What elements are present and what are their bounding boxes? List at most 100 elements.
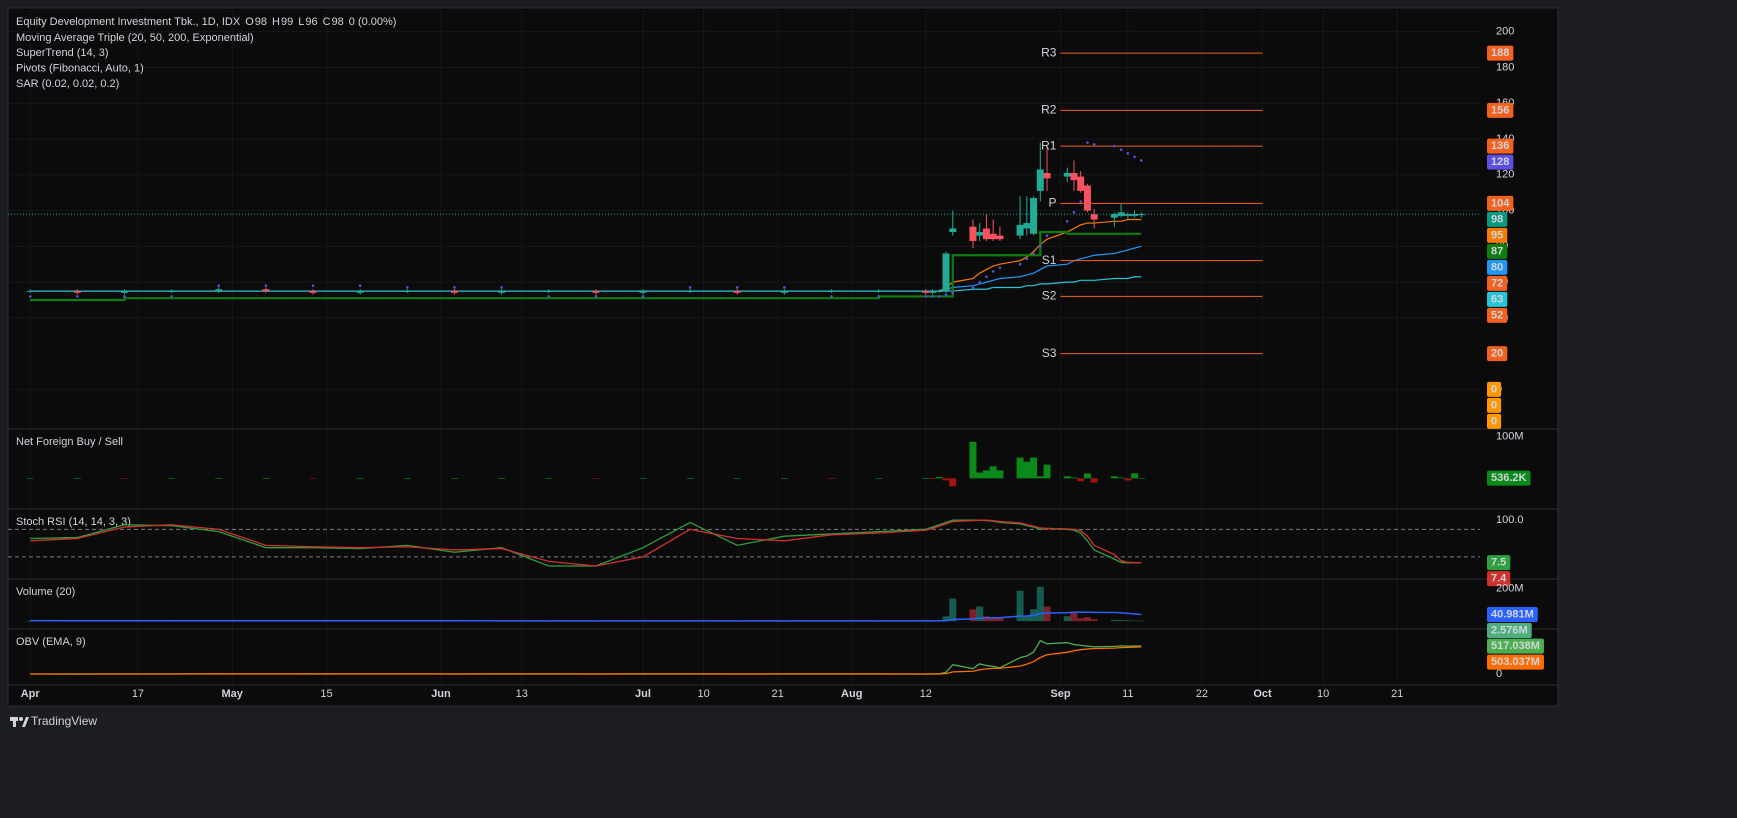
bar: [922, 478, 930, 479]
pivot-label: S2: [1042, 289, 1057, 303]
sar-dot: [951, 291, 955, 295]
pivot-label: R2: [1041, 103, 1057, 117]
candle-body: [215, 289, 223, 292]
x-tick-label: 13: [516, 688, 528, 700]
sar-dot: [877, 295, 880, 298]
x-tick-label: 10: [697, 688, 709, 700]
candle-body: [309, 291, 317, 293]
candle-body: [639, 291, 647, 293]
pane-title: Stoch RSI (14, 14, 3, 3): [16, 516, 131, 528]
price-badge: 72: [1487, 275, 1508, 291]
ohlc-text: O: [245, 16, 254, 28]
bar: [1110, 619, 1118, 622]
pivot-label: R1: [1041, 138, 1057, 152]
price-badge-bg: [1487, 381, 1502, 397]
sar-dot: [123, 295, 126, 298]
bar: [1077, 618, 1085, 622]
price-badge: 20: [1487, 346, 1508, 362]
sar-dot: [783, 286, 786, 289]
sar-dot: [406, 286, 409, 289]
sar-dot: [1045, 234, 1049, 237]
candle-body: [996, 235, 1004, 240]
bar: [1023, 616, 1031, 622]
bar: [976, 606, 984, 622]
sar-dot: [924, 295, 928, 298]
ohlc-text: 98: [332, 16, 344, 28]
candle-body: [949, 228, 957, 233]
bar: [1036, 586, 1044, 622]
bar: [1117, 620, 1125, 622]
price-badge-label: 40.981M: [1491, 608, 1534, 620]
price-badge-bg: [1487, 154, 1514, 170]
sar-dot: [1025, 257, 1029, 261]
price-badge-bg: [1487, 291, 1508, 307]
x-tick-label: May: [222, 688, 244, 700]
pane-title: OBV (EMA, 9): [16, 636, 86, 648]
sar-dot: [1119, 148, 1123, 152]
price-badge: 95: [1487, 227, 1508, 243]
bar: [1117, 477, 1125, 479]
bar: [26, 478, 34, 479]
y-tick-label: 120: [1496, 169, 1514, 181]
price-badge: 2.576M: [1487, 623, 1532, 639]
bar: [450, 478, 458, 479]
bar: [262, 478, 270, 479]
price-badge-label: 136: [1491, 140, 1509, 152]
bar: [828, 478, 836, 479]
brand-name: TradingView: [31, 714, 97, 728]
sar-dot: [1065, 219, 1069, 223]
sar-dot: [28, 295, 32, 298]
sar-dot: [1032, 252, 1035, 255]
price-badge-label: 536.2K: [1491, 472, 1527, 484]
sar-dot: [264, 284, 268, 287]
price-badge: 7.4: [1487, 571, 1511, 587]
supertrend-line: [30, 230, 1142, 302]
bar: [1016, 590, 1024, 622]
indicator-legend: Pivots (Fibonacci, Auto, 1): [16, 63, 144, 75]
price-badge: 517.038M: [1487, 638, 1544, 654]
candle-body: [780, 291, 788, 293]
sar-dot: [735, 286, 739, 289]
y-tick-label: 200: [1496, 26, 1514, 38]
candle-body: [450, 291, 458, 293]
sar-dot: [1133, 155, 1136, 159]
candle-body: [545, 291, 553, 293]
bar: [1030, 457, 1038, 479]
price-badge-bg: [1487, 102, 1514, 118]
ohlc-text: C: [323, 16, 331, 28]
ohlc-text: 96: [305, 16, 317, 28]
bar: [780, 478, 788, 479]
price-badge: 503.037M: [1487, 654, 1544, 670]
price-badge: 63: [1487, 291, 1508, 307]
series-line: [30, 611, 1142, 622]
bar: [942, 616, 950, 622]
y-tick-label: 100.0: [1496, 514, 1524, 526]
bar: [1131, 473, 1139, 479]
bar: [215, 478, 223, 479]
pivot-label: S1: [1042, 253, 1057, 267]
bar: [1124, 478, 1132, 481]
bar: [639, 478, 647, 479]
price-badge-bg: [1487, 195, 1514, 211]
candle-body: [935, 291, 943, 293]
candle-body: [262, 289, 270, 292]
bar: [545, 478, 553, 479]
indicator-legend: Moving Average Triple (20, 50, 200, Expo…: [16, 32, 254, 44]
bar: [1070, 477, 1078, 479]
bar: [996, 470, 1004, 479]
candle-body: [498, 291, 506, 293]
ohlc-text: 0 (0.00%): [349, 16, 397, 28]
bar: [989, 466, 997, 479]
price-badge-label: 52: [1491, 309, 1503, 321]
candle-body: [969, 226, 977, 241]
y-tick-label: 200M: [1496, 583, 1524, 595]
bar: [168, 478, 176, 479]
candle-body: [982, 228, 990, 240]
candle-body: [1030, 198, 1038, 234]
bar: [969, 609, 977, 622]
price-badge: 0: [1487, 413, 1502, 429]
bar: [1063, 476, 1071, 479]
y-tick-label: 0: [1496, 668, 1502, 680]
sar-dot: [1113, 144, 1116, 148]
